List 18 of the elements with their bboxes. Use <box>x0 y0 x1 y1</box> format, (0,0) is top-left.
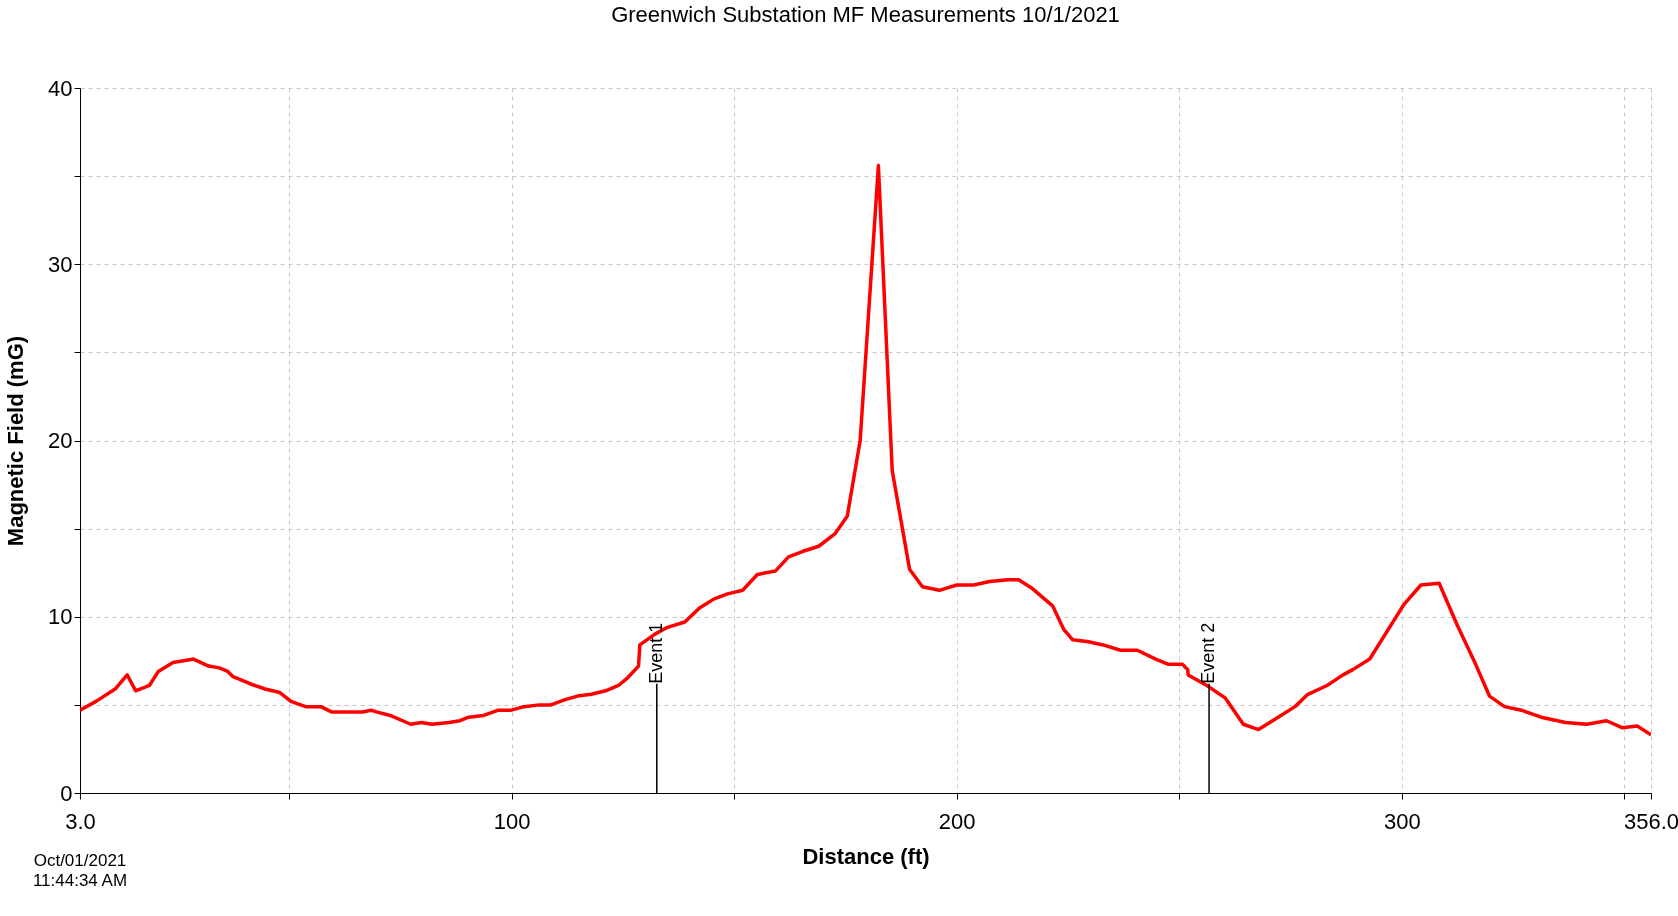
ref-line-label: Event 2 <box>1198 622 1219 684</box>
y-tick-label: 30 <box>48 251 73 277</box>
y-tick-label: 0 <box>60 780 73 806</box>
y-tick-label: 10 <box>48 604 73 630</box>
x-tick-label: 100 <box>493 808 531 834</box>
x-axis-title: Distance (ft) <box>802 843 930 869</box>
line-series <box>80 163 1651 737</box>
x-tick-label: 300 <box>1383 808 1421 834</box>
x-tick-label: 356.0 <box>1623 808 1678 834</box>
text: 11:44:34 AM <box>32 871 128 890</box>
y-tick-label: 20 <box>48 428 73 453</box>
chart-title: Greenwich Substation MF Measurements 10/1/2021 <box>611 2 1120 27</box>
ref-line-label: Event 1 <box>645 622 666 684</box>
x-tick-label: 200 <box>938 808 976 834</box>
x-tick-label: 3.0 <box>65 808 96 834</box>
y-tick-label: 40 <box>48 75 73 101</box>
y-axis-title: Magnetic Field (mG) <box>3 335 29 547</box>
text: Oct/01/2021 <box>33 851 127 870</box>
